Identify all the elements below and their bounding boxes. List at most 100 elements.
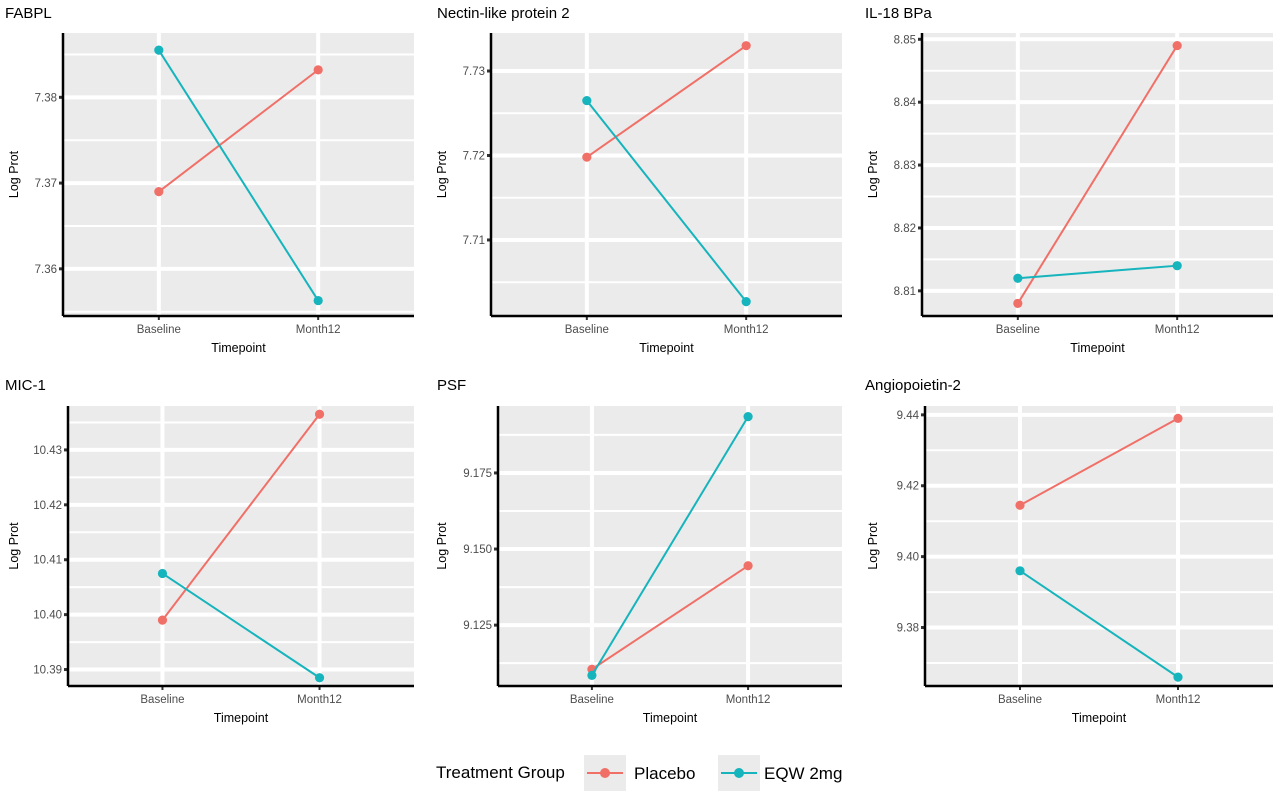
data-point <box>314 409 325 419</box>
x-tick-label: Baseline <box>137 324 181 336</box>
x-tick-label: Baseline <box>998 694 1042 706</box>
data-point <box>743 561 753 571</box>
legend-item: Placebo <box>584 755 695 791</box>
x-tick-label: Month12 <box>296 324 341 336</box>
chart-panel: 9.38 9.40 9.42 9.44 Baseline Month12 Angiopoie… <box>865 377 1273 725</box>
data-point <box>1015 500 1025 510</box>
series-line <box>1017 264 1178 280</box>
panel-background <box>68 406 414 686</box>
y-tick-label: 9.44 <box>897 410 920 422</box>
y-tick-label: 9.125 <box>463 620 492 632</box>
legend-label: Placebo <box>634 764 695 783</box>
data-point <box>743 412 753 422</box>
data-point <box>314 673 325 683</box>
y-tick-label: 10.39 <box>33 665 62 677</box>
data-point <box>313 295 323 306</box>
series-line <box>1019 569 1179 678</box>
data-point <box>154 187 164 197</box>
series-line <box>161 413 321 621</box>
data-point <box>582 95 592 106</box>
y-axis-label: Log Prot <box>866 150 880 198</box>
legend-key-point <box>734 768 744 778</box>
x-axis-label: Timepoint <box>214 711 269 725</box>
y-tick-label: 10.42 <box>33 500 62 512</box>
legend-item: EQW 2mg <box>718 755 842 791</box>
legend-key-point <box>600 768 610 778</box>
data-point <box>1173 413 1183 424</box>
data-point <box>1013 273 1023 283</box>
series-line <box>591 564 749 671</box>
panel-title: Angiopoietin-2 <box>865 377 961 394</box>
y-tick-label: 8.83 <box>894 160 916 172</box>
x-axis-label: Timepoint <box>1070 341 1125 355</box>
y-tick-label: 7.73 <box>463 66 485 78</box>
data-point <box>741 297 751 307</box>
panel-title: FABPL <box>5 5 52 22</box>
data-point <box>154 45 164 55</box>
chart-panel: 8.81 8.82 8.83 8.84 8.85 Baseline Month12 IL-18… <box>865 5 1273 355</box>
y-axis-label: Log Prot <box>435 150 449 198</box>
panel-title: IL-18 BPa <box>865 5 932 22</box>
y-axis-label: Log Prot <box>7 522 21 570</box>
data-point <box>587 670 597 680</box>
data-point <box>741 41 751 51</box>
x-tick-label: Month12 <box>1156 694 1201 706</box>
x-tick-label: Month12 <box>726 694 771 706</box>
panel-background <box>925 406 1273 686</box>
data-point <box>582 152 592 162</box>
y-axis-label: Log Prot <box>866 522 880 570</box>
x-axis-label: Timepoint <box>1072 711 1127 725</box>
data-point <box>1015 566 1025 576</box>
data-point <box>1172 261 1182 271</box>
legend-label: EQW 2mg <box>764 764 842 783</box>
series-line <box>1016 45 1179 304</box>
y-axis-label: Log Prot <box>7 150 21 198</box>
y-tick-label: 9.40 <box>897 552 919 564</box>
data-point <box>1172 40 1182 51</box>
x-axis-label: Timepoint <box>211 341 266 355</box>
y-tick-label: 7.36 <box>35 264 57 276</box>
data-point <box>157 568 168 579</box>
y-tick-label: 9.150 <box>463 544 492 556</box>
panel-background <box>491 33 842 316</box>
panel-title: PSF <box>437 377 466 394</box>
panel-title: Nectin-like protein 2 <box>437 5 570 22</box>
y-tick-label: 9.38 <box>897 623 919 635</box>
panel-title: MIC-1 <box>5 377 46 394</box>
data-point <box>1013 298 1023 309</box>
y-tick-label: 10.41 <box>33 555 62 567</box>
y-tick-label: 7.38 <box>35 92 57 104</box>
series-line <box>591 416 749 676</box>
y-tick-label: 8.84 <box>894 97 917 109</box>
legend-items: Placebo EQW 2mg <box>584 755 842 791</box>
legend-title: Treatment Group <box>436 763 565 782</box>
x-tick-label: Baseline <box>565 324 609 336</box>
x-tick-label: Baseline <box>140 694 184 706</box>
chart-panels: 7.36 7.37 7.38 Baseline Month12 FABPL Timepoin… <box>5 5 1273 725</box>
chart-panel: 7.71 7.72 7.73 Baseline Month12 Nectin-like p… <box>435 5 842 355</box>
y-tick-label: 9.175 <box>463 468 492 480</box>
legend: Treatment Group Placebo EQW 2mg <box>436 755 842 791</box>
data-point <box>157 615 168 625</box>
series-line <box>161 572 321 679</box>
y-tick-label: 8.81 <box>894 286 916 298</box>
data-point <box>313 65 323 75</box>
x-tick-label: Month12 <box>297 694 342 706</box>
x-axis-label: Timepoint <box>639 341 694 355</box>
y-tick-label: 9.42 <box>897 481 919 493</box>
y-tick-label: 8.82 <box>894 223 916 235</box>
y-tick-label: 7.37 <box>35 178 57 190</box>
series-line <box>158 69 319 193</box>
y-tick-label: 8.85 <box>894 34 916 46</box>
y-tick-label: 10.40 <box>33 610 62 622</box>
series-line <box>157 49 320 302</box>
x-tick-label: Baseline <box>570 694 614 706</box>
x-tick-label: Baseline <box>996 324 1040 336</box>
series-line <box>1019 417 1179 507</box>
chart-panel: 9.125 9.150 9.175 Baseline Month12 PSF Timepoi… <box>435 377 842 725</box>
y-tick-label: 7.71 <box>463 235 485 247</box>
x-tick-label: Month12 <box>1155 324 1200 336</box>
x-axis-label: Timepoint <box>643 711 698 725</box>
chart-panel: 10.39 10.40 10.41 10.42 10.43 Baseline Month12… <box>5 377 414 725</box>
